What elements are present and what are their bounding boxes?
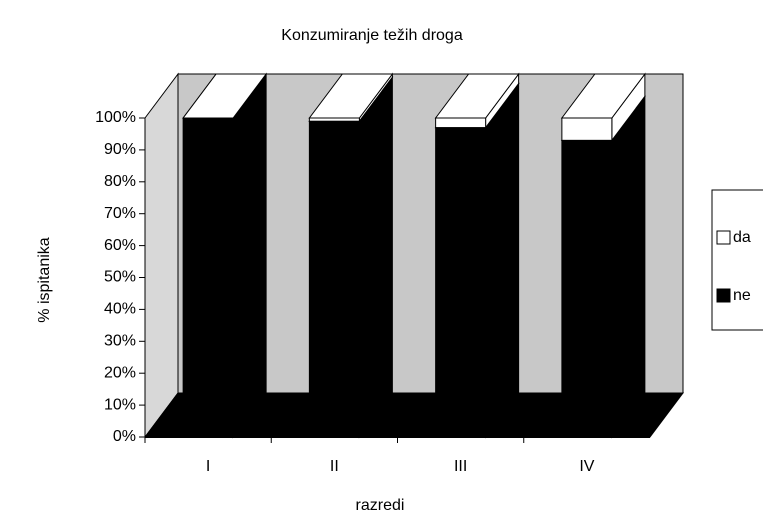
x-tick-label: IV — [579, 458, 594, 475]
y-axis-title: % ispitanika — [36, 237, 53, 322]
y-tick-label: 70% — [104, 205, 136, 222]
bar-side — [611, 94, 646, 439]
x-tick-label: I — [206, 458, 210, 475]
legend-label: ne — [733, 287, 751, 304]
y-tick-label: 80% — [104, 173, 136, 190]
y-tick-label: 0% — [113, 428, 136, 445]
side-wall — [144, 72, 179, 439]
bar — [435, 117, 487, 129]
y-tick-label: 20% — [104, 364, 136, 381]
legend-swatch — [716, 288, 731, 303]
legend-label: da — [733, 229, 751, 246]
x-tick-label: II — [330, 458, 339, 475]
y-tick-label: 50% — [104, 269, 136, 286]
bar — [308, 120, 360, 438]
bar-top — [182, 73, 268, 119]
y-tick-label: 10% — [104, 396, 136, 413]
y-tick-label: 40% — [104, 301, 136, 318]
bar — [435, 127, 487, 438]
bar — [561, 139, 613, 438]
legend-box — [711, 189, 763, 331]
y-tick-label: 100% — [95, 109, 136, 126]
legend-swatch — [716, 230, 731, 245]
chart-title: Konzumiranje težih droga — [281, 27, 463, 44]
bar-side — [358, 75, 393, 439]
bar — [561, 117, 613, 141]
bar — [308, 117, 360, 122]
bar-side — [232, 72, 267, 439]
y-tick-label: 60% — [104, 237, 136, 254]
bar-side — [485, 82, 520, 439]
bar — [182, 117, 234, 438]
y-tick-label: 30% — [104, 333, 136, 350]
x-axis-title: razredi — [356, 497, 405, 514]
y-tick-label: 90% — [104, 141, 136, 158]
x-tick-label: III — [454, 458, 467, 475]
